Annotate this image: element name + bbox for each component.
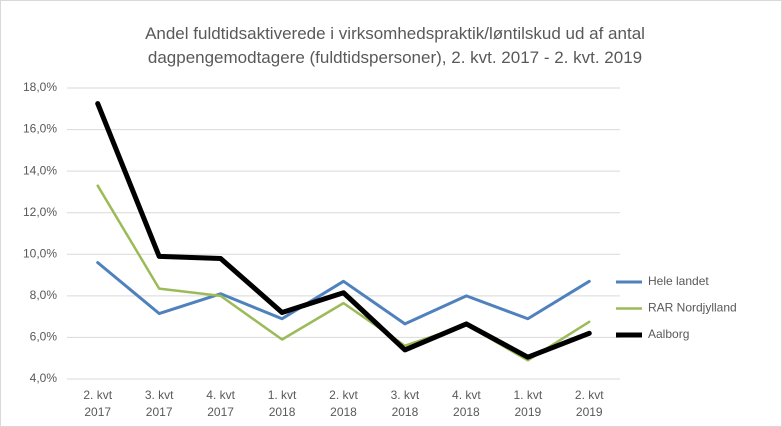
x-tick-label: 4. kvt 2017 xyxy=(206,388,235,419)
x-tick-label: 4. kvt 2018 xyxy=(452,388,481,419)
legend-label: Hele landet xyxy=(648,274,709,288)
y-tick-label: 8,0% xyxy=(30,288,58,302)
x-tick-label: 2. kvt 2017 xyxy=(83,388,113,419)
x-tick-label: 2. kvt 2019 xyxy=(574,388,604,419)
y-tick-label: 12,0% xyxy=(23,205,57,219)
series-line xyxy=(96,184,591,362)
x-tick-label: 3. kvt 2017 xyxy=(144,388,174,419)
y-tick-label: 10,0% xyxy=(23,246,57,260)
y-tick-label: 6,0% xyxy=(30,330,58,344)
legend-label: RAR Nordjylland xyxy=(648,301,737,315)
x-tick-label: 3. kvt 2018 xyxy=(390,388,420,419)
y-tick-label: 18,0% xyxy=(23,80,57,94)
x-tick-label: 1. kvt 2019 xyxy=(513,388,543,419)
y-tick-label: 16,0% xyxy=(23,122,57,136)
chart-title: Andel fuldtidsaktiverede i virksomhedspr… xyxy=(145,24,645,67)
x-tick-label: 1. kvt 2018 xyxy=(267,388,297,419)
y-tick-label: 4,0% xyxy=(30,371,58,385)
legend-label: Aalborg xyxy=(648,327,689,341)
x-tick-label: 2. kvt 2018 xyxy=(329,388,358,419)
series-line xyxy=(96,261,591,326)
y-tick-label: 14,0% xyxy=(23,163,57,177)
series-line xyxy=(95,101,592,360)
